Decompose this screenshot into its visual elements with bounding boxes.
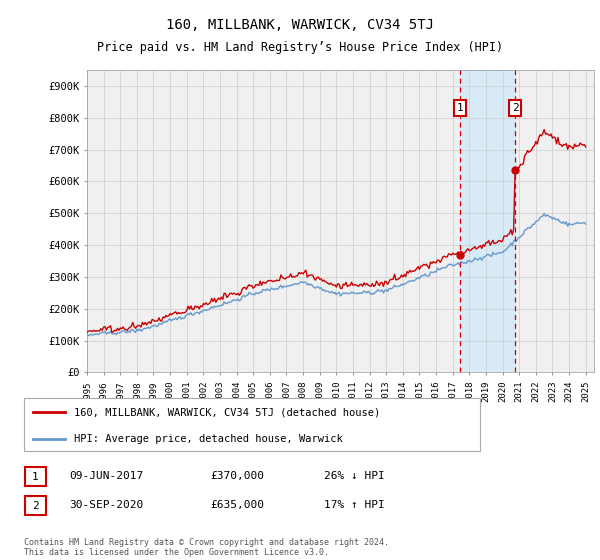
Text: Contains HM Land Registry data © Crown copyright and database right 2024.
This d: Contains HM Land Registry data © Crown c… xyxy=(24,538,389,557)
Text: Price paid vs. HM Land Registry’s House Price Index (HPI): Price paid vs. HM Land Registry’s House … xyxy=(97,41,503,54)
Text: £635,000: £635,000 xyxy=(210,500,264,510)
Bar xyxy=(460,70,515,372)
Text: 1: 1 xyxy=(457,103,463,113)
Text: 160, MILLBANK, WARWICK, CV34 5TJ (detached house): 160, MILLBANK, WARWICK, CV34 5TJ (detach… xyxy=(74,408,380,418)
FancyBboxPatch shape xyxy=(24,398,480,451)
FancyBboxPatch shape xyxy=(25,496,46,515)
Text: 2: 2 xyxy=(32,501,39,511)
Text: 30-SEP-2020: 30-SEP-2020 xyxy=(69,500,143,510)
FancyBboxPatch shape xyxy=(25,467,46,486)
Text: HPI: Average price, detached house, Warwick: HPI: Average price, detached house, Warw… xyxy=(74,434,343,444)
Text: 1: 1 xyxy=(32,472,39,482)
Text: 160, MILLBANK, WARWICK, CV34 5TJ: 160, MILLBANK, WARWICK, CV34 5TJ xyxy=(166,18,434,32)
Text: 17% ↑ HPI: 17% ↑ HPI xyxy=(324,500,385,510)
Text: 2: 2 xyxy=(512,103,518,113)
Text: 09-JUN-2017: 09-JUN-2017 xyxy=(69,471,143,481)
Text: £370,000: £370,000 xyxy=(210,471,264,481)
Text: 26% ↓ HPI: 26% ↓ HPI xyxy=(324,471,385,481)
